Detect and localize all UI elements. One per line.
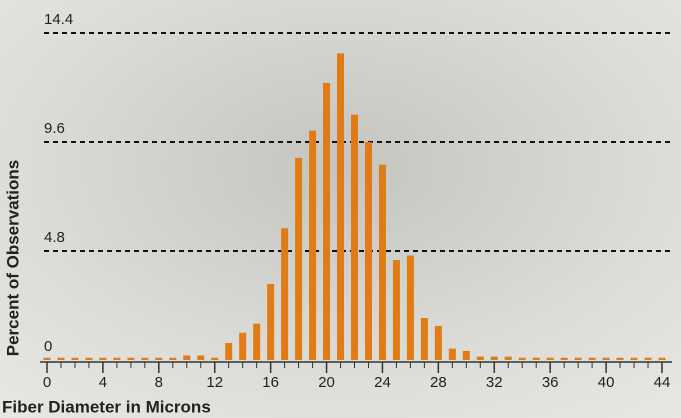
x-tick-label: 36 [542,374,559,391]
bar [574,357,582,360]
x-tick-label: 16 [262,374,279,391]
bar [588,357,596,360]
bar [392,260,400,360]
bar [57,357,65,360]
bar [309,130,317,360]
x-axis-label: Fiber Diameter in Microns [2,397,211,416]
bar [644,357,652,360]
y-tick-label: 14.4 [44,11,73,28]
y-axis-label: Percent of Observations [3,160,22,357]
x-tick-label: 24 [374,374,391,391]
bar [364,142,372,360]
x-tick-label: 32 [486,374,503,391]
bar [99,357,107,360]
x-tick-label: 40 [598,374,615,391]
bar [141,357,149,360]
bar [434,325,442,360]
bar [448,348,456,360]
bar [239,332,247,360]
bar [225,342,233,360]
bar [630,357,638,360]
bar [169,357,177,360]
bar [127,357,135,360]
x-tick-label: 4 [99,374,107,391]
bar [616,357,624,360]
bar [378,164,386,360]
x-tick-label: 12 [206,374,223,391]
bar [183,355,191,360]
y-tick-label: 9.6 [44,120,65,137]
bar [323,82,331,360]
bar [211,357,219,360]
bar [476,356,484,360]
bar [155,357,163,360]
bar [351,114,358,360]
y-tick-label: 0 [44,338,52,355]
bar [113,357,121,360]
x-tick-label: 28 [430,374,447,391]
bar [420,317,428,360]
bar [71,357,79,360]
bar [504,356,512,360]
x-tick-label: 20 [318,374,335,391]
bar [462,350,470,360]
bar [658,357,666,360]
bar [337,53,345,360]
bar [602,357,610,360]
x-tick-label: 8 [155,374,163,391]
bar [43,357,51,360]
bar [532,357,540,360]
bar [518,357,526,360]
bar [490,356,498,360]
x-tick-label: 0 [43,374,51,391]
bar [281,228,289,360]
bar [560,357,568,360]
bar [267,283,275,360]
bar [406,255,414,360]
bar [546,357,554,360]
y-tick-label: 4.8 [44,229,65,246]
x-tick-label: 44 [654,374,671,391]
bar [197,355,205,360]
bar [253,323,261,360]
bar [85,357,93,360]
bar [295,157,303,360]
